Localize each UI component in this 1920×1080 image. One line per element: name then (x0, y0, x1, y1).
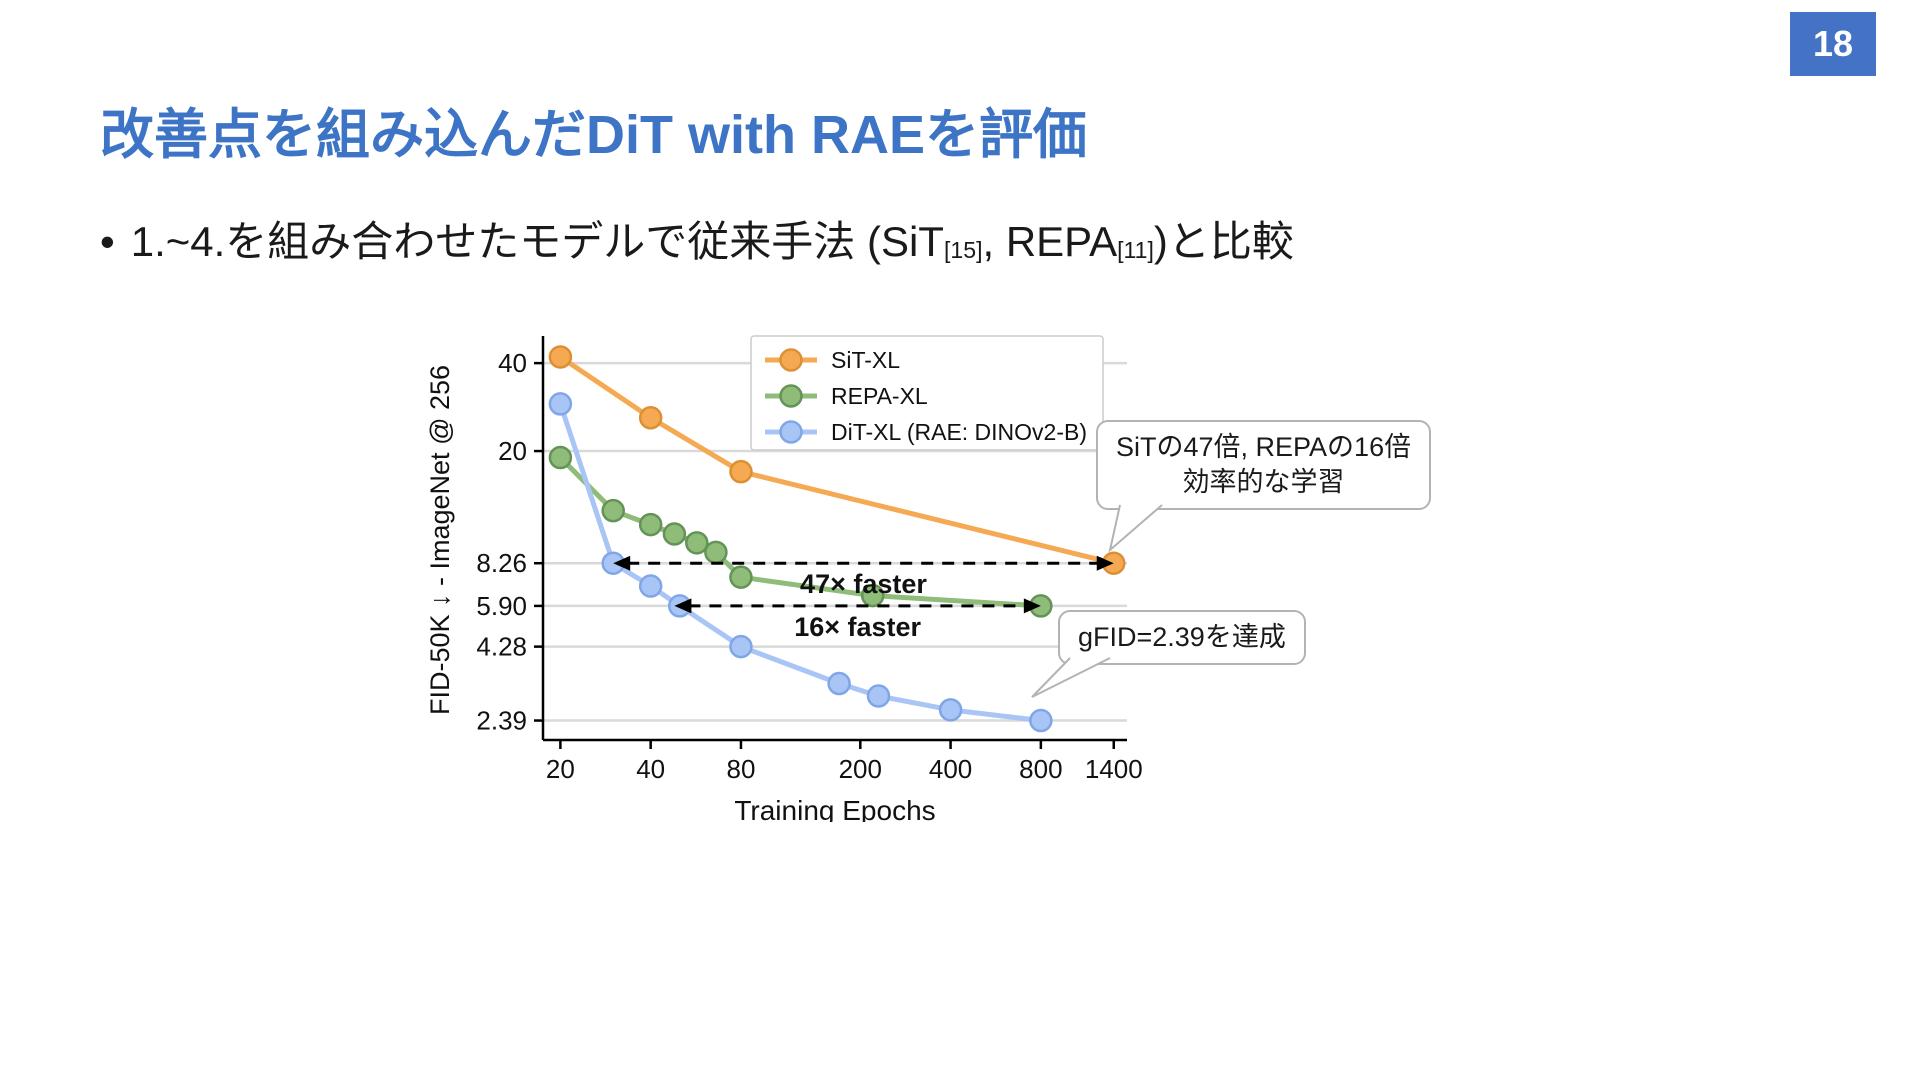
x-axis-label: Training Epochs (734, 795, 935, 822)
x-tick-label: 400 (929, 754, 972, 784)
legend-entry-label: DiT-XL (RAE: DINOv2-B) (831, 419, 1087, 445)
data-point (548, 392, 573, 416)
data-point (638, 512, 663, 537)
y-axis-label: FID-50K ↓ - ImageNet @ 256 (425, 365, 455, 715)
chart-legend: SiT-XL REPA-XL DiT-XL (RAE: DINOv2-B) (750, 335, 1104, 451)
annotation-47× faster: 47× faster (613, 555, 1114, 599)
data-point (729, 565, 753, 589)
x-tick-label: 1400 (1085, 754, 1143, 784)
callout-gfid-line1: gFID=2.39を達成 (1078, 622, 1286, 652)
data-point (729, 459, 753, 484)
data-point (662, 522, 687, 546)
annotation-label: 47× faster (800, 569, 927, 599)
data-point (860, 583, 885, 608)
x-tick-label: 800 (1019, 754, 1062, 784)
data-point (638, 406, 663, 430)
legend-entry-label: REPA-XL (831, 383, 928, 409)
y-tick-label: 40 (498, 348, 527, 378)
series-SiT-XL (548, 345, 1126, 575)
callout-efficiency-line1: SiTの47倍, REPAの16倍 (1116, 432, 1412, 462)
y-tick-label: 5.90 (476, 591, 527, 621)
data-point (704, 540, 728, 565)
callout-efficiency-line2: 効率的な学習 (1182, 467, 1345, 498)
data-point (601, 498, 625, 523)
slide-title: 改善点を組み込んだDiT with RAEを評価 (100, 105, 1087, 165)
callout-tail (1108, 504, 1163, 553)
x-tick-label: 20 (546, 754, 575, 784)
bullet-text-prefix: 1.~4.を組み合わせたモデルで従来手法 (SiT (130, 218, 944, 265)
bullet-marker: • (100, 218, 115, 265)
data-point (827, 671, 851, 696)
callout-tail (1031, 657, 1111, 698)
data-point (729, 634, 753, 659)
fid-training-chart: 40 20 8.26 5.90 4.28 2.39 20 40 80 200 400 800 1400 T… (415, 322, 1155, 822)
data-point (685, 531, 709, 555)
data-point (1029, 708, 1053, 733)
y-tick-label: 2.39 (476, 706, 527, 736)
data-point (866, 684, 891, 708)
chart-axes: 40 20 8.26 5.90 4.28 2.39 20 40 80 200 400 800 1400 T… (425, 336, 1143, 822)
x-tick-label: 200 (839, 754, 882, 784)
y-tick-label: 20 (498, 436, 527, 466)
citation-sit: [15] (943, 237, 983, 264)
bullet-line: • 1.~4.を組み合わせたモデルで従来手法 (SiT[15], REPA[11]… (100, 208, 1294, 269)
citation-repa: [11] (1117, 237, 1154, 264)
bullet-text-mid: , REPA (982, 218, 1118, 265)
x-tick-label: 80 (726, 754, 755, 784)
annotation-16× faster: 16× faster (674, 598, 1041, 642)
annotation-label: 16× faster (794, 612, 921, 642)
data-point (938, 698, 963, 722)
y-tick-label: 8.26 (476, 548, 527, 578)
legend-entry-label: SiT-XL (831, 347, 900, 373)
callout-efficiency: SiTの47倍, REPAの16倍 効率的な学習 (1096, 420, 1432, 553)
callout-gfid: gFID=2.39を達成 (1031, 610, 1306, 698)
series-REPA-XL (548, 445, 1053, 618)
page-number-badge: 18 (1790, 12, 1876, 76)
y-tick-label: 4.28 (476, 632, 527, 662)
data-point (548, 445, 573, 470)
data-point (638, 574, 663, 598)
fid-chart-svg: 40 20 8.26 5.90 4.28 2.39 20 40 80 200 400 800 1400 T… (425, 335, 1143, 822)
data-point (548, 345, 573, 369)
x-tick-label: 40 (636, 754, 665, 784)
bullet-text-suffix: )と比較 (1153, 218, 1294, 265)
